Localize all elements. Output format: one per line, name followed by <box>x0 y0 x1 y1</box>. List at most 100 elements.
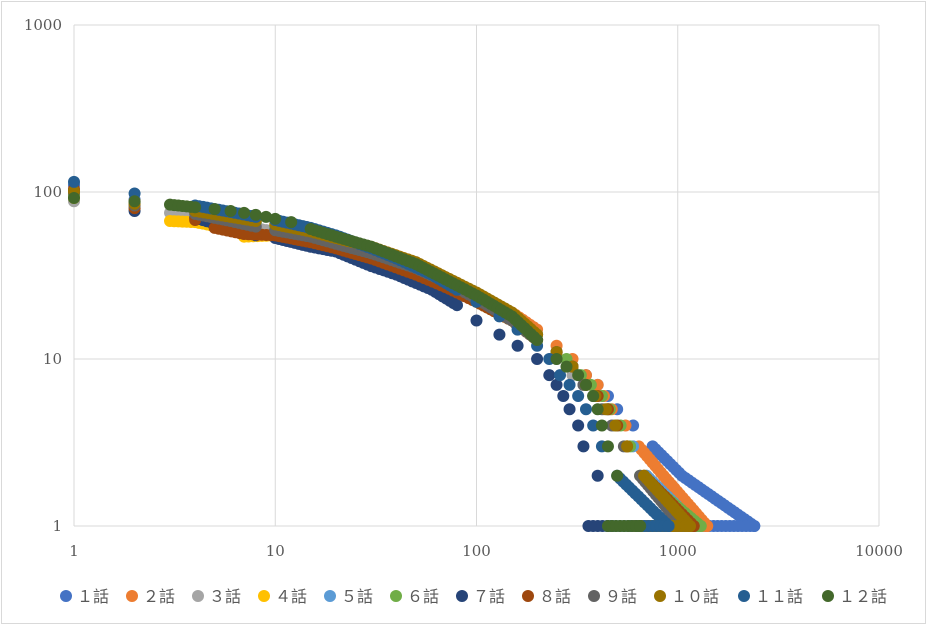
data-point <box>128 195 141 208</box>
legend-item: ８話 <box>522 587 571 606</box>
data-point <box>557 390 570 403</box>
data-point <box>577 440 590 453</box>
legend-label: ９話 <box>605 587 637 606</box>
legend-marker <box>588 590 600 602</box>
data-point <box>531 353 544 365</box>
x-tick-label: 100 <box>462 542 491 560</box>
data-point <box>599 403 612 416</box>
data-point <box>563 403 576 416</box>
series-６話 <box>68 188 707 532</box>
legend-marker <box>324 590 336 602</box>
data-point <box>68 192 80 205</box>
legend-marker <box>126 590 138 602</box>
y-tick-label: 100 <box>33 183 62 201</box>
legend-marker <box>60 590 72 602</box>
y-tick-label: 1 <box>52 517 62 535</box>
legend-label: ４話 <box>275 587 307 606</box>
x-tick-label: 10000 <box>855 542 903 560</box>
data-point <box>662 520 675 532</box>
legend-marker <box>390 590 402 602</box>
data-point <box>595 419 608 432</box>
data-point <box>550 353 563 365</box>
legend-marker <box>258 590 270 602</box>
data-point <box>587 419 600 432</box>
data-points <box>68 175 761 532</box>
legend-label: １０話 <box>671 587 719 606</box>
data-point <box>249 208 262 221</box>
data-point <box>601 440 614 453</box>
data-point <box>611 469 624 482</box>
legend-item: ２話 <box>126 587 175 606</box>
data-point <box>531 333 544 346</box>
data-point <box>511 339 524 352</box>
y-tick-label: 1000 <box>24 16 62 34</box>
legend-label: １１話 <box>755 587 803 606</box>
legend-label: ２話 <box>143 587 175 606</box>
data-point <box>563 378 576 391</box>
legend-marker <box>822 590 834 602</box>
data-point <box>260 210 273 223</box>
data-point <box>572 390 585 403</box>
data-point <box>470 314 483 327</box>
legend-item: １２話 <box>822 587 887 606</box>
data-point <box>554 369 567 382</box>
data-point <box>587 390 600 403</box>
legend-label: ６話 <box>407 587 439 606</box>
series-１１話 <box>68 175 675 532</box>
data-point <box>238 206 251 219</box>
legend-item: １話 <box>60 587 109 606</box>
legend: １話 ２話 ３話 ４話 ５話 ６話 ７話 ８話 ９話 １０話 １１話 １２話 <box>60 587 887 606</box>
legend-label: ７話 <box>473 587 505 606</box>
legend-item: ４話 <box>258 587 307 606</box>
legend-item: １０話 <box>654 587 719 606</box>
data-point <box>189 201 202 214</box>
data-point <box>621 440 634 453</box>
data-point <box>550 378 563 391</box>
data-point <box>591 469 604 482</box>
legend-item: ６話 <box>390 587 439 606</box>
data-point <box>634 520 647 532</box>
data-point <box>208 203 221 216</box>
data-point <box>493 328 506 341</box>
data-point <box>748 520 761 532</box>
series-８話 <box>68 183 700 532</box>
legend-item: ９話 <box>588 587 637 606</box>
legend-label: １話 <box>77 587 109 606</box>
legend-item: ７話 <box>456 587 505 606</box>
y-tick-label: 10 <box>43 350 62 368</box>
legend-item: ３話 <box>192 587 241 606</box>
gridlines <box>73 24 880 527</box>
legend-item: １１話 <box>738 587 803 606</box>
x-tick-label: 1000 <box>659 542 697 560</box>
axes: 1 10 100 1000 10000 1 10 100 1000 <box>24 16 903 560</box>
data-point <box>609 419 622 432</box>
data-point <box>591 403 604 416</box>
legend-marker <box>738 590 750 602</box>
data-point <box>579 378 592 391</box>
data-point <box>450 299 463 312</box>
data-point <box>285 216 298 229</box>
legend-marker <box>456 590 468 602</box>
data-point <box>269 212 282 225</box>
series-１２話 <box>68 192 647 532</box>
x-tick-label: 10 <box>266 542 285 560</box>
x-tick-label: 1 <box>69 542 79 560</box>
legend-marker <box>192 590 204 602</box>
data-point <box>572 369 585 382</box>
legend-label: ５話 <box>341 587 373 606</box>
data-point <box>68 175 80 188</box>
legend-label: ３話 <box>209 587 241 606</box>
data-point <box>683 520 696 532</box>
legend-label: １２話 <box>839 587 887 606</box>
data-point <box>224 204 237 217</box>
data-point <box>572 419 585 432</box>
legend-marker <box>654 590 666 602</box>
legend-item: ５話 <box>324 587 373 606</box>
legend-marker <box>522 590 534 602</box>
data-point <box>579 403 592 416</box>
series-５話 <box>68 187 704 532</box>
legend-label: ８話 <box>539 587 571 606</box>
data-point <box>560 360 573 373</box>
